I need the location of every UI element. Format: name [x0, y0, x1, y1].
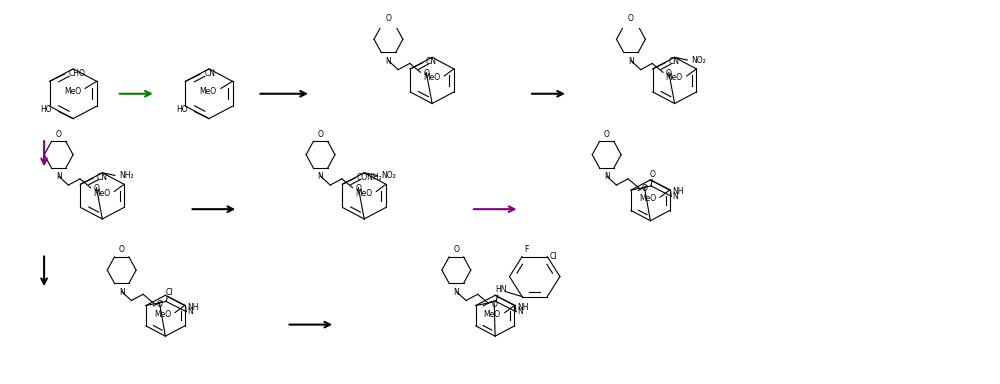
Text: MeO: MeO [666, 73, 683, 82]
Text: NO₂: NO₂ [381, 171, 396, 180]
Text: N: N [56, 172, 62, 181]
Text: NH: NH [517, 303, 529, 312]
Text: CHO: CHO [68, 69, 85, 78]
Text: MeO: MeO [484, 310, 501, 319]
Text: O: O [666, 69, 672, 78]
Text: NH₂: NH₂ [119, 171, 134, 180]
Text: NH: NH [672, 187, 684, 196]
Text: N: N [187, 307, 193, 316]
Text: MeO: MeO [639, 194, 656, 204]
Text: N: N [628, 57, 634, 66]
Text: NO₂: NO₂ [691, 56, 706, 65]
Text: O: O [650, 170, 656, 179]
Text: Cl: Cl [549, 252, 557, 261]
Text: Cl: Cl [165, 288, 173, 297]
Text: N: N [517, 307, 523, 316]
Text: N: N [119, 288, 125, 297]
Text: O: O [355, 184, 361, 193]
Text: MeO: MeO [423, 73, 440, 82]
Text: MeO: MeO [355, 189, 372, 198]
Text: O: O [453, 245, 459, 254]
Text: O: O [386, 14, 391, 23]
Text: MeO: MeO [200, 88, 217, 96]
Text: CN: CN [96, 173, 107, 182]
Text: CN: CN [426, 57, 437, 66]
Text: MeO: MeO [154, 310, 171, 319]
Text: MeO: MeO [64, 88, 81, 96]
Text: HO: HO [40, 105, 52, 114]
Text: NH: NH [187, 303, 199, 312]
Text: CN: CN [669, 57, 680, 66]
Text: O: O [423, 69, 429, 78]
Text: N: N [672, 192, 678, 201]
Text: F: F [524, 245, 528, 254]
Text: O: O [318, 130, 323, 139]
Text: O: O [157, 300, 162, 309]
Text: N: N [318, 172, 323, 181]
Text: CONH₂: CONH₂ [357, 173, 382, 182]
Text: O: O [56, 130, 62, 139]
Text: HN: HN [495, 285, 507, 294]
Text: N: N [386, 57, 391, 66]
Text: O: O [604, 130, 610, 139]
Text: MeO: MeO [93, 189, 110, 198]
Text: HO: HO [176, 105, 188, 114]
Text: CN: CN [204, 69, 215, 78]
Text: O: O [628, 14, 634, 23]
Text: O: O [642, 184, 647, 193]
Text: O: O [94, 184, 99, 193]
Text: O: O [119, 245, 125, 254]
Text: N: N [453, 288, 459, 297]
Text: O: O [491, 300, 497, 309]
Text: N: N [604, 172, 610, 181]
